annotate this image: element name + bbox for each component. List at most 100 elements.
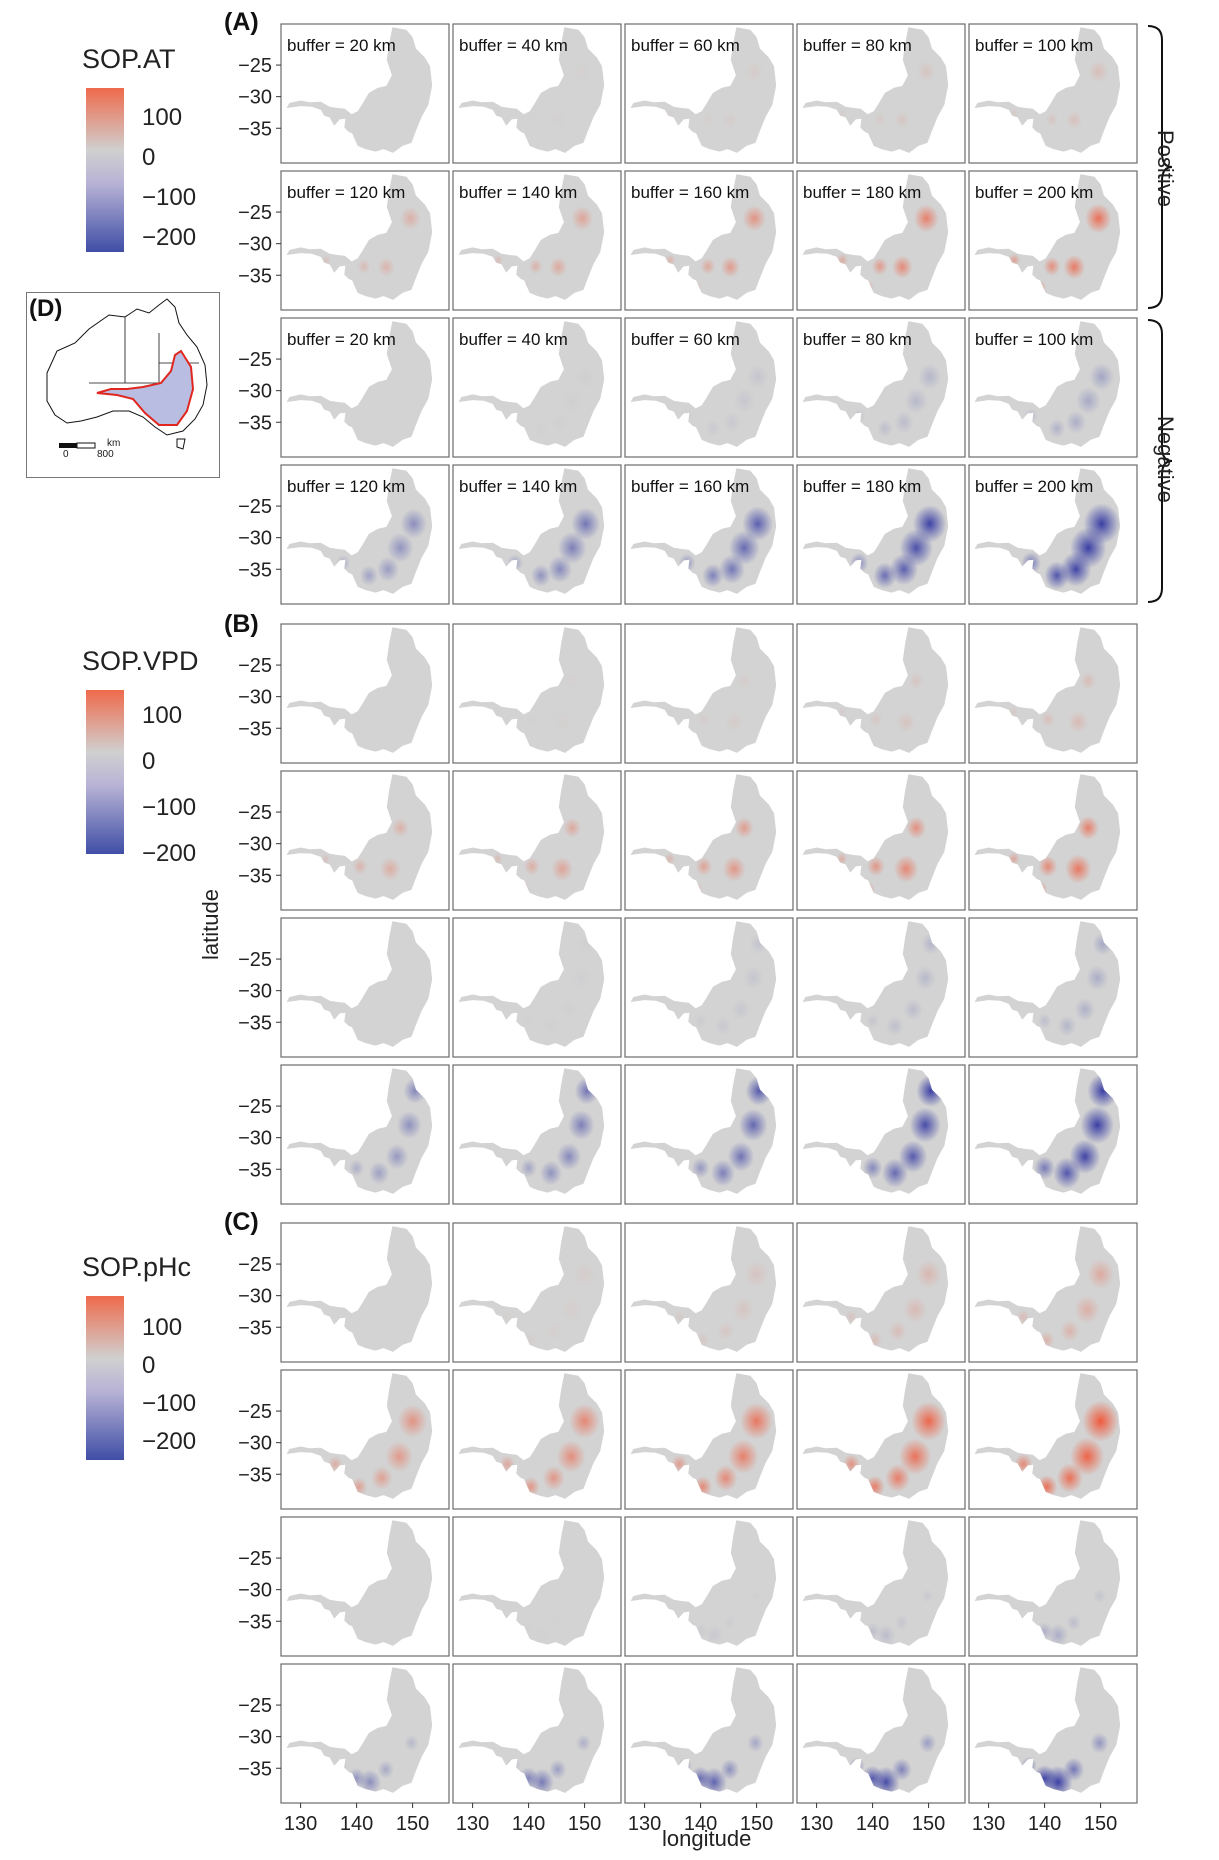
facet-2-pos-buffer-2 [452, 623, 622, 764]
value-hotspot [723, 1615, 736, 1630]
facet-1-neg-buffer-3: buffer = 60 km [624, 317, 794, 458]
facet-3-pos-buffer-1: −25 −30 −35 [238, 1222, 450, 1363]
value-hotspot [1009, 108, 1019, 119]
facet-3-pos-buffer-5 [968, 1222, 1138, 1363]
value-hotspot [714, 1016, 732, 1036]
y-tick-label: −25 [238, 949, 272, 971]
facet-2-pos-buffer-7 [452, 770, 622, 911]
facet-label: buffer = 100 km [975, 330, 1093, 349]
x-tick-label: 130 [972, 1813, 1005, 1835]
value-hotspot [743, 966, 764, 990]
value-hotspot [702, 112, 714, 126]
value-hotspot [557, 531, 587, 564]
facet-1-pos-buffer-8: buffer = 160 km [624, 170, 794, 311]
legend-tick-0: 0 [142, 748, 156, 775]
value-hotspot [720, 1758, 740, 1781]
value-hotspot [1087, 1259, 1115, 1290]
value-hotspot [722, 111, 738, 129]
legend-tick-minus-100: −100 [142, 1390, 197, 1417]
value-hotspot [1080, 671, 1097, 690]
facet-1-pos-buffer-6: buffer = 120 km −25 −30 −35 [238, 170, 450, 311]
facet-2-neg-buffer-9 [796, 1064, 966, 1205]
facet-label: buffer = 160 km [631, 477, 749, 496]
inset-tasmania [176, 438, 186, 450]
value-hotspot [571, 206, 594, 231]
facet-1-neg-buffer-2: buffer = 40 km [452, 317, 622, 458]
y-tick-label: −35 [238, 412, 272, 434]
region-base [802, 1667, 949, 1793]
facet-2-pos-buffer-4 [796, 623, 966, 764]
inset-map: (D) km 0 800 [26, 292, 220, 478]
x-tick-label: 150 [912, 1813, 945, 1835]
facet-label: buffer = 40 km [459, 36, 568, 55]
legend-tick-minus-200: −200 [142, 840, 197, 867]
y-tick-label: −35 [238, 118, 272, 140]
y-tick-label: −30 [238, 1580, 272, 1602]
facet-1-pos-buffer-4: buffer = 80 km [796, 23, 966, 164]
region-base [286, 27, 433, 153]
legend-tick-minus-100: −100 [142, 184, 197, 211]
value-hotspot [565, 673, 579, 689]
value-hotspot [386, 532, 414, 563]
value-hotspot [1086, 965, 1109, 991]
facet-3-neg-buffer-10 [968, 1663, 1138, 1804]
legend-tick-minus-200: −200 [142, 224, 197, 251]
value-hotspot [377, 1760, 394, 1779]
value-hotspot [404, 1734, 419, 1752]
y-tick-label: −25 [238, 349, 272, 371]
facet-1-pos-buffer-10: buffer = 200 km [968, 170, 1138, 311]
x-tick-label: 130 [800, 1813, 833, 1835]
value-hotspot [348, 1159, 365, 1177]
legend-sop-at: SOP.AT 100 0 −100 −200 [82, 44, 196, 252]
y-tick-label: −30 [238, 1286, 272, 1308]
legend-colorbar-sop-vpd [86, 690, 124, 854]
value-hotspot [909, 1107, 941, 1143]
panel-tag-a: (A) [224, 8, 259, 36]
value-hotspot [695, 857, 713, 876]
region-base [458, 174, 605, 300]
legend-tick-minus-100: −100 [142, 794, 197, 821]
legend-sop-phc: SOP.pHc 100 0 −100 −200 [82, 1252, 196, 1460]
facet-label: buffer = 120 km [287, 183, 405, 202]
region-base [458, 627, 605, 753]
value-hotspot [1043, 256, 1061, 276]
value-hotspot [562, 389, 583, 412]
value-hotspot [556, 1440, 586, 1473]
value-hotspot [1038, 855, 1058, 877]
y-tick-label: −25 [238, 802, 272, 824]
inset-scale-tick-0: 0 [63, 449, 69, 460]
facet-3-pos-buffer-4 [796, 1222, 966, 1363]
value-hotspot [722, 411, 742, 433]
facet-label: buffer = 160 km [631, 183, 749, 202]
y-tick-label: −30 [238, 1433, 272, 1455]
panel-tag-d: (D) [29, 295, 63, 322]
region-base [802, 321, 949, 447]
value-hotspot [1082, 1400, 1119, 1442]
region-base [458, 27, 605, 153]
value-hotspot [903, 1296, 927, 1323]
y-tick-label: −30 [238, 381, 272, 403]
value-hotspot [574, 61, 592, 81]
region-base [458, 1667, 605, 1793]
value-hotspot [400, 206, 421, 230]
y-tick-label: −35 [238, 865, 272, 887]
value-hotspot [1034, 1156, 1056, 1180]
value-hotspot [560, 1297, 582, 1322]
facet-3-neg-buffer-3 [624, 1516, 794, 1657]
value-hotspot [543, 1017, 559, 1035]
value-hotspot [894, 855, 919, 883]
value-hotspot [904, 387, 928, 414]
value-hotspot [885, 1464, 911, 1493]
value-hotspot [1088, 60, 1109, 83]
panel-tag-c: (C) [224, 1208, 259, 1236]
y-tick-label: −30 [238, 687, 272, 709]
value-hotspot [865, 1013, 880, 1029]
value-hotspot [1070, 1437, 1105, 1476]
facet-2-neg-buffer-7 [452, 1064, 622, 1205]
facet-label: buffer = 120 km [287, 477, 405, 496]
value-hotspot [734, 817, 754, 839]
value-hotspot [913, 204, 939, 233]
value-hotspot [876, 419, 893, 438]
value-hotspot [1060, 1320, 1080, 1342]
inset-australia-map [46, 298, 208, 450]
